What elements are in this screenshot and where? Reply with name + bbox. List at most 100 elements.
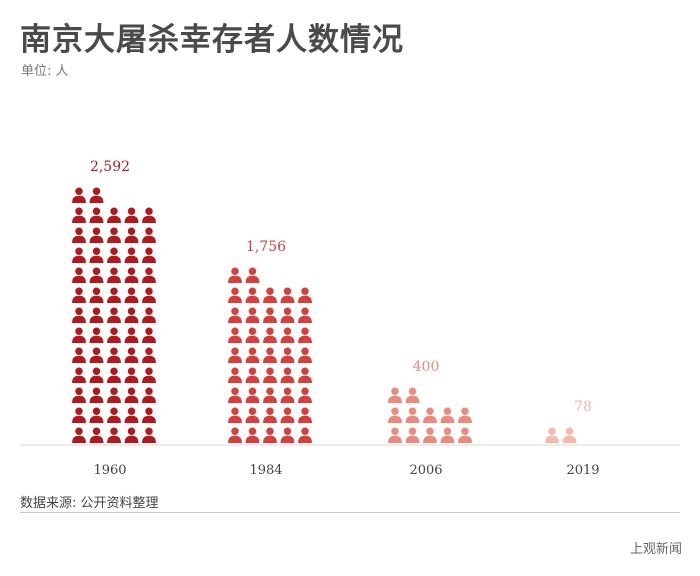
person-icon	[72, 367, 86, 383]
x-tick-1960: 1960	[93, 463, 126, 478]
person-icon	[89, 427, 104, 443]
person-icon	[245, 307, 260, 323]
person-icon	[72, 347, 86, 363]
person-icon	[228, 287, 242, 303]
person-icon	[89, 287, 104, 303]
person-icon	[142, 307, 156, 323]
person-icon	[228, 407, 242, 423]
person-icon	[388, 407, 402, 423]
person-icon	[245, 367, 260, 383]
x-tick-labels: 1960 1984 2006 2019	[93, 463, 599, 478]
person-icon	[263, 427, 277, 443]
person-icon	[388, 427, 402, 443]
person-icon	[107, 367, 121, 383]
person-icon	[107, 387, 121, 403]
person-icon	[107, 347, 121, 363]
person-icon	[405, 427, 420, 443]
person-icon	[72, 307, 86, 323]
person-icon	[298, 307, 312, 323]
person-icon	[124, 247, 139, 263]
person-icon	[124, 387, 139, 403]
person-icon	[298, 427, 312, 443]
person-icon	[107, 227, 121, 243]
person-icon	[142, 207, 156, 223]
person-icon	[142, 427, 156, 443]
person-icon	[298, 407, 312, 423]
person-icon	[458, 427, 472, 443]
person-icon	[124, 327, 139, 343]
person-icon	[124, 287, 139, 303]
person-icon	[298, 347, 312, 363]
person-icon	[298, 287, 312, 303]
person-icon	[124, 307, 139, 323]
person-icon	[72, 207, 86, 223]
person-icon	[107, 327, 121, 343]
person-icon	[228, 327, 242, 343]
person-icon	[405, 407, 420, 423]
person-icon	[89, 387, 104, 403]
person-icon	[72, 427, 86, 443]
person-icon	[263, 407, 277, 423]
bar-2006	[388, 387, 472, 443]
person-icon	[263, 367, 277, 383]
person-icon	[89, 267, 104, 283]
person-icon	[245, 387, 260, 403]
x-tick-1984: 1984	[249, 463, 282, 478]
person-icon	[245, 267, 260, 283]
person-icon	[124, 267, 139, 283]
person-icon	[562, 427, 577, 443]
person-icon	[107, 207, 121, 223]
data-source: 数据来源: 公开资料整理	[20, 496, 159, 511]
footer-divider	[20, 512, 680, 513]
person-icon	[124, 427, 139, 443]
person-icon	[72, 387, 86, 403]
person-icon	[89, 327, 104, 343]
person-icon	[107, 407, 121, 423]
person-icon	[72, 247, 86, 263]
person-icon	[245, 327, 260, 343]
person-icon	[142, 407, 156, 423]
person-icon	[124, 407, 139, 423]
person-icon	[263, 287, 277, 303]
value-label-1960: 2,592	[90, 159, 130, 175]
person-icon	[72, 187, 86, 203]
person-icon	[263, 307, 277, 323]
person-icon	[142, 227, 156, 243]
person-icon	[545, 427, 559, 443]
person-icon	[142, 327, 156, 343]
person-icon	[245, 427, 260, 443]
person-icon	[89, 407, 104, 423]
person-icon	[72, 227, 86, 243]
person-icon	[89, 367, 104, 383]
person-icon	[298, 327, 312, 343]
person-icon	[124, 347, 139, 363]
person-icon	[423, 407, 437, 423]
bar-1984	[228, 267, 312, 443]
unit-label: 单位: 人	[21, 64, 69, 79]
person-icon	[280, 307, 295, 323]
person-icon	[124, 227, 139, 243]
person-icon	[245, 407, 260, 423]
person-icon	[142, 287, 156, 303]
person-icon	[107, 267, 121, 283]
person-icon	[405, 387, 420, 403]
person-icon	[280, 387, 295, 403]
person-icon	[228, 307, 242, 323]
person-icon	[280, 327, 295, 343]
person-icon	[72, 287, 86, 303]
person-icon	[245, 287, 260, 303]
person-icon	[245, 347, 260, 363]
person-icon	[388, 387, 402, 403]
person-icon	[124, 367, 139, 383]
person-icon	[440, 427, 455, 443]
person-icon	[298, 367, 312, 383]
person-icon	[89, 247, 104, 263]
person-icon	[89, 187, 104, 203]
person-icon	[72, 407, 86, 423]
person-icon	[89, 207, 104, 223]
person-icon	[280, 367, 295, 383]
person-icon	[72, 327, 86, 343]
bar-1960	[72, 187, 156, 443]
person-icon	[228, 427, 242, 443]
person-icon	[280, 407, 295, 423]
